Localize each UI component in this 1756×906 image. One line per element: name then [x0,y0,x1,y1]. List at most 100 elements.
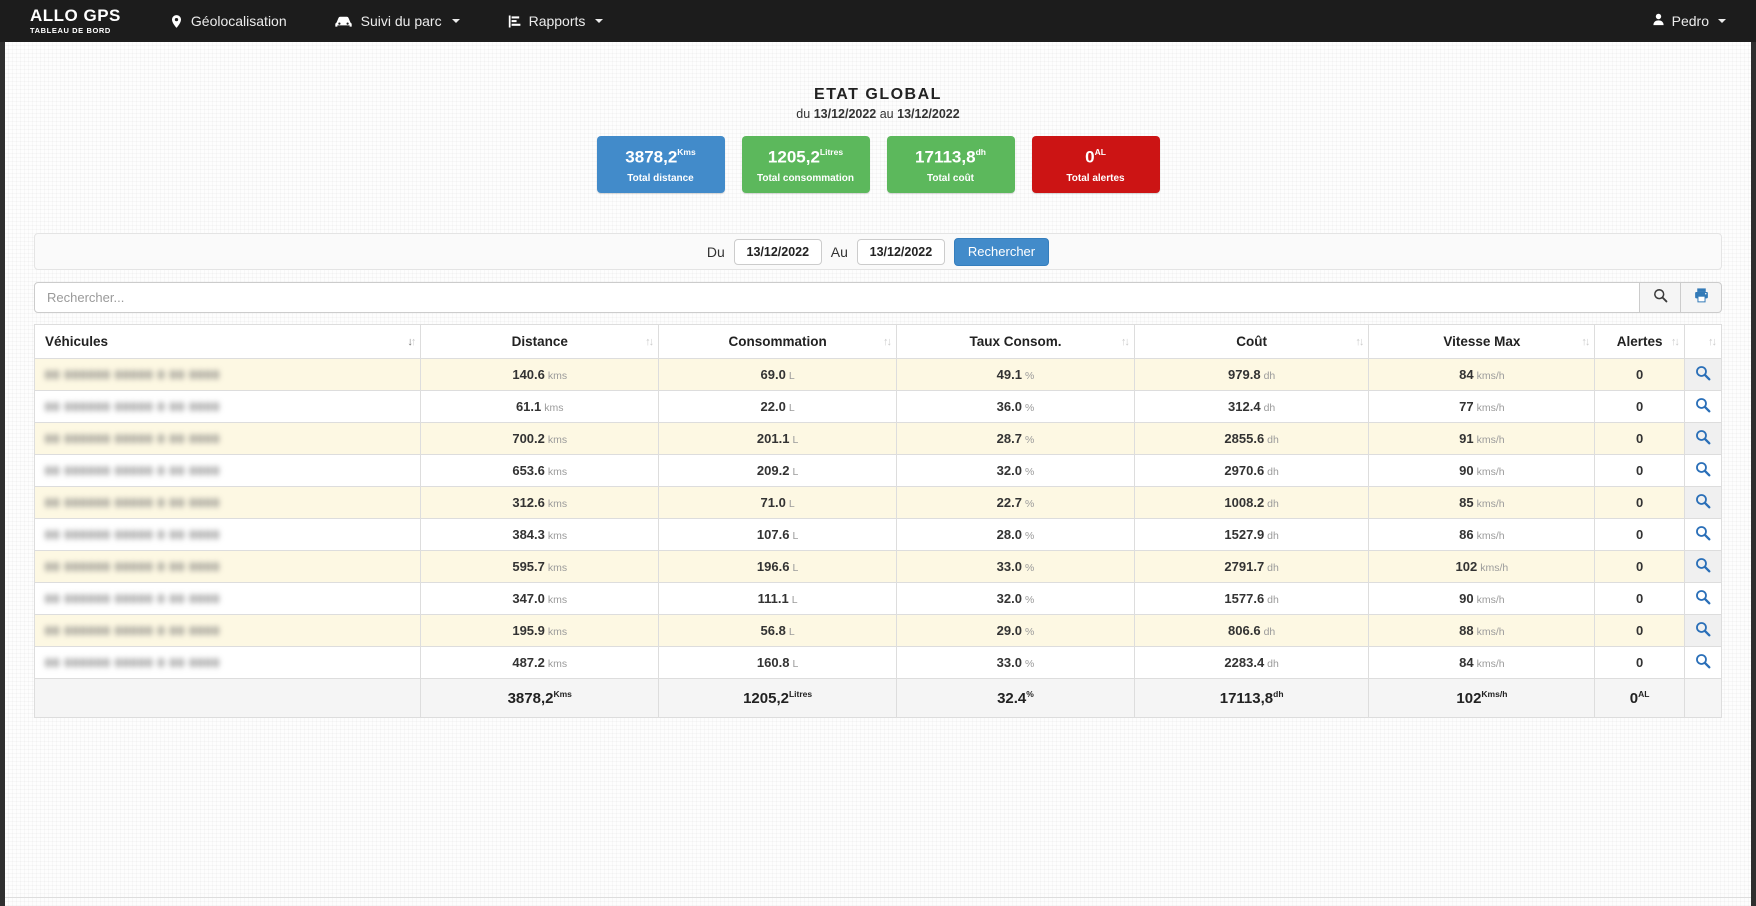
nav-item-rapports[interactable]: Rapports [506,13,604,30]
distance-cell: 653.6 kms [420,454,660,487]
distance-cell: 347.0 kms [420,582,660,615]
user-menu[interactable]: Pedro [1651,11,1726,31]
column-header-taux-consom[interactable]: Taux Consom. ↑↓ [896,324,1135,359]
vehicle-name-cell: 00 000000 00000 0 00 0000 [33,358,422,391]
consommation-unit: L [788,370,795,382]
alertes-cell: 0 [1594,454,1685,487]
taux-unit: % [1024,530,1035,542]
consommation-unit: L [792,562,799,574]
row-detail-link[interactable] [1694,396,1712,414]
row-detail-link[interactable] [1694,556,1712,574]
column-header-alertes[interactable]: Alertes ↑↓ [1594,324,1685,359]
vitesse-unit: kms/h [1476,594,1505,606]
vitesse-cell: 102 kms/h [1368,550,1596,583]
subtitle-date-to: 13/12/2022 [897,107,960,121]
row-detail-link[interactable] [1694,364,1712,382]
taux-cell: 36.0% [896,390,1135,423]
vehicle-name-redacted: 00 000000 00000 0 00 0000 [45,624,221,638]
row-detail-link[interactable] [1694,588,1712,606]
vitesse-unit: kms/h [1476,626,1505,638]
taux-unit: % [1024,370,1035,382]
search-icon [1694,430,1712,449]
cout-cell: 1577.6 dh [1133,582,1370,615]
printer-icon [1693,287,1710,309]
row-detail-link[interactable] [1694,524,1712,542]
taux-unit: % [1024,498,1035,510]
vehicle-name-redacted: 00 000000 00000 0 00 0000 [45,368,221,382]
chevron-down-icon [451,19,460,23]
date-filter-panel: Du Au Rechercher [34,233,1722,270]
date-from-input[interactable] [733,238,822,265]
table-search-bar [34,282,1722,313]
vehicle-name-cell: 00 000000 00000 0 00 0000 [33,550,422,583]
row-detail-link[interactable] [1694,652,1712,670]
cout-cell: 1008.2 dh [1133,486,1370,519]
sort-icon: ↓↑ [407,335,416,348]
alertes-cell: 0 [1594,518,1685,551]
cout-cell: 2855.6 dh [1133,422,1370,455]
consommation-cell: 196.6 L [658,550,898,583]
row-detail-link[interactable] [1694,492,1712,510]
vitesse-unit: kms/h [1480,562,1509,574]
brand-logo[interactable]: ALLO GPS TABLEAU DE BORD [30,7,121,35]
distance-unit: kms [547,434,568,446]
sort-icon: ↑↓ [1581,335,1590,348]
table-row: 00 000000 00000 0 00 0000 140.6 kms 69.0 L… [33,358,1723,391]
screen-edge-right [1751,0,1756,906]
alertes-cell: 0 [1594,550,1685,583]
column-header-cout[interactable]: Coût ↑↓ [1133,324,1370,359]
footer-empty-cell [33,678,422,718]
rechercher-button[interactable]: Rechercher [953,237,1050,266]
stat-value: 17113,8dh [915,147,986,167]
vitesse-unit: kms/h [1476,370,1505,382]
row-detail-link[interactable] [1694,620,1712,638]
consommation-unit: L [792,434,799,446]
footer-total-cout: 17113,8dh [1133,678,1370,718]
column-header-vehicules[interactable]: Véhicules ↓↑ [33,324,422,359]
search-button[interactable] [1640,282,1681,313]
taux-cell: 33.0% [896,550,1135,583]
consommation-cell: 56.8 L [658,614,898,647]
distance-unit: kms [547,562,568,574]
table-footer-row: 3878,2Kms 1205,2Litres 32.4% 17113,8dh 1… [33,678,1723,718]
column-header-vitesse-max[interactable]: Vitesse Max ↑↓ [1368,324,1596,359]
distance-cell: 384.3 kms [420,518,660,551]
footer-total-alertes: 0AL [1594,678,1685,718]
footer-total-distance: 3878,2Kms [420,678,660,718]
action-cell [1683,454,1723,487]
sort-icon: ↑↓ [1355,335,1364,348]
nav-item-geolocalisation[interactable]: Géolocalisation [169,12,287,31]
footer-total-vitesse: 102Kms/h [1368,678,1596,718]
row-detail-link[interactable] [1694,460,1712,478]
column-header-distance[interactable]: Distance ↑↓ [420,324,660,359]
table-row: 00 000000 00000 0 00 0000 700.2 kms 201.1… [33,422,1723,455]
vitesse-cell: 84 kms/h [1368,358,1596,391]
taux-unit: % [1024,626,1035,638]
vehicle-name-cell: 00 000000 00000 0 00 0000 [33,454,422,487]
alertes-cell: 0 [1594,582,1685,615]
cout-cell: 2791.7 dh [1133,550,1370,583]
search-icon [1694,494,1712,513]
table-row: 00 000000 00000 0 00 0000 595.7 kms 196.6… [33,550,1723,583]
distance-unit: kms [547,498,568,510]
column-header-actions[interactable]: ↑↓ [1683,324,1723,359]
date-to-input[interactable] [856,238,945,265]
consommation-unit: L [788,402,795,414]
stat-unit: Litres [819,147,844,157]
row-detail-link[interactable] [1694,428,1712,446]
vitesse-cell: 91 kms/h [1368,422,1596,455]
map-marker-icon [169,12,184,31]
stat-value: 1205,2Litres [767,147,844,167]
vitesse-cell: 86 kms/h [1368,518,1596,551]
nav-item-suivi-du-parc[interactable]: Suivi du parc [333,13,460,29]
stat-unit: Kms [677,147,696,157]
search-input[interactable] [34,282,1640,313]
column-header-consommation[interactable]: Consommation ↑↓ [658,324,898,359]
distance-cell: 312.6 kms [420,486,660,519]
print-button[interactable] [1681,282,1722,313]
action-cell [1683,422,1723,455]
consommation-unit: L [791,594,798,606]
vehicle-name-redacted: 00 000000 00000 0 00 0000 [45,560,221,574]
vehicle-name-redacted: 00 000000 00000 0 00 0000 [45,528,221,542]
distance-unit: kms [547,530,568,542]
